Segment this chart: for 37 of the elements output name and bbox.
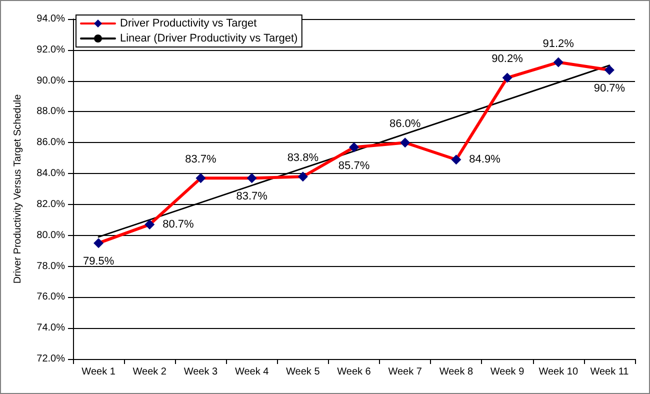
y-tick-label: 78.0% <box>36 260 66 272</box>
data-label: 83.8% <box>287 152 319 164</box>
y-tick-label: 74.0% <box>36 322 66 334</box>
data-label: 91.2% <box>542 38 574 50</box>
x-tick-label: Week 5 <box>286 366 320 378</box>
x-tick-label: Week 1 <box>82 366 116 378</box>
x-tick-label: Week 7 <box>388 366 422 378</box>
y-tick-label: 76.0% <box>36 292 66 303</box>
y-tick-label: 88.0% <box>36 106 66 118</box>
x-tick-label: Week 2 <box>132 366 167 378</box>
y-tick-label: 92.0% <box>36 44 66 56</box>
y-tick-label: 94.0% <box>36 14 66 24</box>
x-tick-label: Week 6 <box>337 366 372 378</box>
x-tick-label: Week 3 <box>184 366 218 378</box>
x-tick-label: Week 9 <box>490 366 525 378</box>
y-tick-label: 72.0% <box>36 354 66 364</box>
legend-label: Driver Productivity vs Target <box>120 18 257 30</box>
y-tick-label: 86.0% <box>36 137 66 148</box>
x-tick-label: Week 10 <box>538 366 578 378</box>
x-tick-label: Week 8 <box>439 366 474 378</box>
y-tick-label: 90.0% <box>36 75 66 86</box>
data-label: 85.7% <box>338 160 370 172</box>
data-label: 83.7% <box>185 154 217 166</box>
data-label: 84.9% <box>469 154 501 166</box>
data-label: 86.0% <box>389 118 421 130</box>
data-label: 79.5% <box>82 256 114 268</box>
y-tick-label: 80.0% <box>36 230 66 241</box>
y-axis-title: Driver Productivity Versus Target Schedule <box>12 94 24 284</box>
data-label: 80.7% <box>162 218 194 231</box>
x-tick-label: Week 11 <box>590 366 630 378</box>
data-label: 90.7% <box>594 82 626 94</box>
data-label: 83.7% <box>236 190 268 203</box>
x-tick-label: Week 4 <box>234 366 270 378</box>
y-tick-label: 82.0% <box>36 198 66 210</box>
y-tick-label: 84.0% <box>36 168 66 180</box>
legend-label: Linear (Driver Productivity vs Target) <box>120 32 298 44</box>
data-label: 90.2% <box>492 53 524 66</box>
